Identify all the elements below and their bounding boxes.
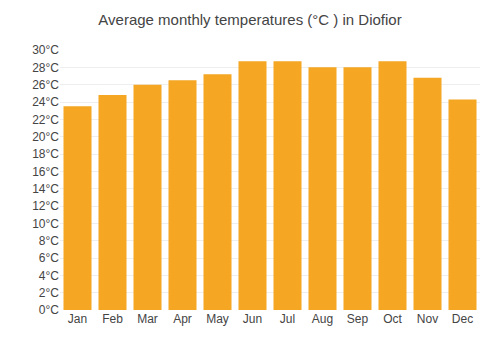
svg-text:26°C: 26°C (32, 78, 59, 92)
svg-text:12°C: 12°C (32, 199, 59, 213)
svg-text:Aug: Aug (312, 312, 333, 326)
svg-text:Apr: Apr (173, 312, 192, 326)
svg-text:Jul: Jul (280, 312, 295, 326)
svg-text:Dec: Dec (452, 312, 473, 326)
svg-text:2°C: 2°C (39, 286, 59, 300)
svg-text:Average monthly temperatures (: Average monthly temperatures (°C ) in Di… (98, 11, 401, 28)
svg-text:8°C: 8°C (39, 234, 59, 248)
svg-text:Jun: Jun (243, 312, 262, 326)
svg-text:20°C: 20°C (32, 130, 59, 144)
svg-text:30°C: 30°C (32, 43, 59, 57)
svg-text:Mar: Mar (137, 312, 158, 326)
svg-text:Jan: Jan (68, 312, 87, 326)
svg-text:22°C: 22°C (32, 113, 59, 127)
svg-text:0°C: 0°C (39, 303, 59, 317)
svg-text:16°C: 16°C (32, 165, 59, 179)
svg-text:10°C: 10°C (32, 217, 59, 231)
svg-text:May: May (206, 312, 229, 326)
svg-text:Oct: Oct (383, 312, 402, 326)
svg-text:24°C: 24°C (32, 95, 59, 109)
svg-text:Nov: Nov (417, 312, 438, 326)
svg-text:6°C: 6°C (39, 251, 59, 265)
svg-text:18°C: 18°C (32, 147, 59, 161)
svg-text:14°C: 14°C (32, 182, 59, 196)
svg-text:28°C: 28°C (32, 61, 59, 75)
svg-text:Sep: Sep (347, 312, 369, 326)
svg-text:4°C: 4°C (39, 269, 59, 283)
svg-text:Feb: Feb (102, 312, 123, 326)
